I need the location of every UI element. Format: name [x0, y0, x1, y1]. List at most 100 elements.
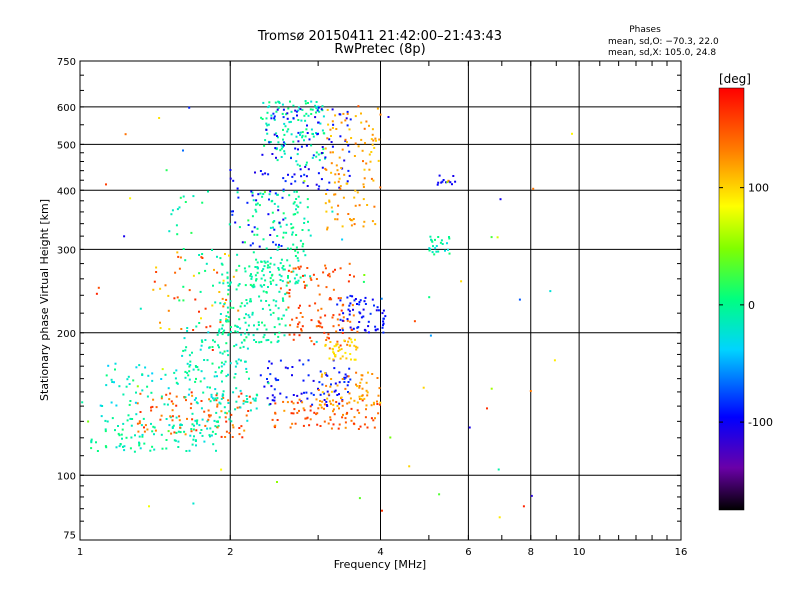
data-point — [246, 201, 249, 204]
data-point — [310, 392, 313, 395]
data-point — [340, 348, 343, 351]
data-point — [229, 283, 231, 286]
data-point — [284, 142, 287, 145]
data-point — [236, 406, 239, 409]
data-point — [284, 125, 287, 128]
data-point — [247, 333, 250, 336]
data-point — [317, 188, 320, 191]
data-point — [129, 400, 132, 402]
data-point — [274, 101, 277, 104]
data-point — [277, 268, 280, 271]
data-point — [292, 267, 295, 270]
data-point — [271, 399, 274, 402]
y-tick-label: 200 — [57, 329, 76, 340]
data-point — [367, 320, 370, 323]
data-point — [429, 248, 432, 251]
data-point — [171, 415, 174, 418]
colorbar — [718, 87, 745, 511]
data-point — [319, 322, 322, 325]
data-point — [336, 169, 339, 172]
data-point — [238, 283, 241, 285]
data-point — [326, 108, 329, 111]
data-point — [335, 401, 338, 403]
data-point — [295, 273, 298, 276]
data-point — [192, 368, 195, 371]
data-point — [242, 399, 245, 402]
data-point — [301, 229, 304, 231]
data-point — [240, 425, 243, 428]
data-point — [171, 419, 174, 422]
data-point — [287, 128, 290, 131]
data-point — [334, 354, 337, 357]
data-point — [468, 426, 471, 429]
data-point — [192, 428, 195, 431]
data-point — [341, 400, 344, 403]
data-point — [339, 187, 342, 190]
data-point — [361, 394, 364, 397]
data-point — [222, 390, 225, 393]
data-point — [211, 362, 214, 365]
data-point — [209, 400, 212, 403]
data-point — [301, 108, 304, 111]
data-point — [276, 135, 278, 137]
data-point — [358, 385, 361, 387]
data-point — [254, 274, 257, 277]
data-point — [228, 223, 231, 226]
data-point — [328, 275, 331, 278]
data-point — [174, 271, 177, 274]
data-point — [209, 414, 212, 417]
data-point — [275, 132, 278, 135]
data-point — [182, 299, 185, 302]
data-point — [354, 189, 357, 192]
data-point — [160, 378, 163, 380]
data-point — [107, 364, 110, 367]
data-point — [292, 338, 295, 341]
data-point — [244, 321, 247, 324]
data-point — [250, 190, 253, 193]
data-point — [292, 402, 295, 405]
data-point — [165, 169, 168, 172]
data-point — [286, 367, 289, 370]
data-point — [168, 424, 171, 427]
data-point — [186, 362, 189, 365]
data-point — [369, 160, 372, 163]
data-point — [449, 181, 452, 184]
data-point — [237, 284, 240, 287]
data-point — [210, 434, 213, 437]
data-point — [325, 210, 328, 213]
data-point — [333, 193, 336, 196]
data-point — [318, 381, 321, 384]
data-point — [344, 421, 347, 424]
data-point — [267, 173, 270, 176]
data-point — [301, 245, 304, 248]
data-point — [368, 168, 371, 171]
data-point — [446, 181, 449, 184]
data-point — [188, 449, 191, 452]
data-point — [159, 327, 162, 329]
data-point — [349, 118, 352, 121]
data-point — [247, 314, 250, 317]
data-point — [275, 156, 277, 159]
data-point — [101, 405, 104, 407]
data-point — [289, 120, 292, 123]
data-point — [270, 385, 273, 388]
data-point — [334, 193, 337, 196]
data-point — [225, 298, 228, 301]
data-point — [350, 224, 353, 227]
data-point — [208, 415, 211, 418]
data-point — [338, 313, 341, 316]
data-point — [298, 409, 300, 412]
data-point — [522, 505, 525, 508]
data-point — [243, 332, 246, 335]
data-point — [136, 422, 139, 425]
data-point — [344, 139, 347, 142]
data-point — [314, 302, 317, 305]
data-point — [447, 179, 450, 182]
data-point — [216, 397, 219, 400]
data-point — [283, 150, 286, 153]
data-point — [332, 408, 335, 411]
data-point — [333, 345, 336, 348]
data-point — [379, 113, 382, 116]
data-point — [324, 264, 327, 267]
data-point — [242, 345, 245, 348]
